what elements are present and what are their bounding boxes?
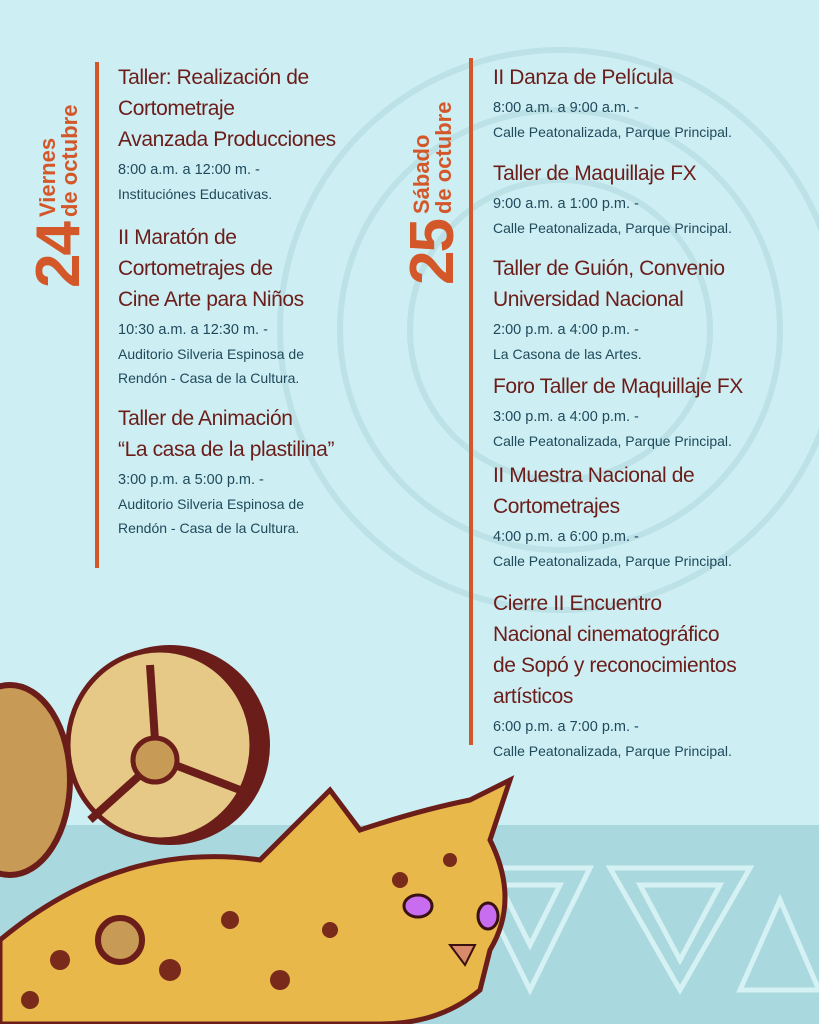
event-time: 4:00 p.m. a 6:00 p.m. - [493,529,639,545]
event-title: Cierre II Encuentro [493,592,662,615]
event-title: II Maratón de [118,226,237,249]
event-place: Rendón - Casa de la Cultura. [118,520,300,536]
day2-divider [469,58,473,745]
event-item: Taller de Maquillaje FX 9:00 a.m. a 1:00 … [493,158,813,240]
day1-date-label: 24 Viernes de octubre [24,104,93,288]
event-time: 8:00 a.m. a 12:00 m. - [118,162,260,178]
event-title: II Danza de Película [493,66,673,89]
event-title: Avanzada Producciones [118,128,336,151]
event-time: 6:00 p.m. a 7:00 p.m. - [493,719,639,735]
event-place: Calle Peatonalizada, Parque Principal. [493,433,732,449]
film-reel-and-ocelot-illustration [0,645,515,1024]
weekday: Sábado [409,134,434,215]
day1-divider [95,62,99,568]
month: de octubre [431,101,456,215]
event-title: Cortometrajes de [118,257,273,280]
day2-date-label: 25 Sábado de octubre [398,101,467,285]
event-time: 3:00 p.m. a 5:00 p.m. - [118,472,264,488]
event-title: Cine Arte para Niños [118,288,304,311]
event-title: “La casa de la plastilina” [118,438,335,461]
event-item: Taller: Realización de Cortometraje Avanza… [118,62,378,206]
event-title: Taller: Realización de [118,66,309,89]
event-time: 10:30 a.m. a 12:30 m. - [118,322,268,338]
event-time: 8:00 a.m. a 9:00 a.m. - [493,100,639,116]
event-title: Nacional cinematográfico [493,623,720,646]
event-place: Calle Peatonalizada, Parque Principal. [493,124,732,140]
event-place: Calle Peatonalizada, Parque Principal. [493,553,732,569]
event-place: Auditorio Silveria Espinosa de [118,346,304,362]
event-place: Calle Peatonalizada, Parque Principal. [493,743,732,759]
event-item: Taller de Animación “La casa de la plasti… [118,403,378,540]
event-time: 3:00 p.m. a 4:00 p.m. - [493,409,639,425]
event-place: Auditorio Silveria Espinosa de [118,496,304,512]
month: de octubre [57,104,82,218]
event-place: Calle Peatonalizada, Parque Principal. [493,220,732,236]
event-item: Foro Taller de Maquillaje FX 3:00 p.m. a … [493,371,813,453]
event-title: de Sopó y reconocimientos [493,654,737,677]
event-title: Cortometraje [118,97,235,120]
event-time: 9:00 a.m. a 1:00 p.m. - [493,196,639,212]
event-title: artísticos [493,685,574,708]
event-title: Foro Taller de Maquillaje FX [493,375,743,398]
event-item: Taller de Guión, Convenio Universidad Nac… [493,253,813,366]
event-item: II Danza de Película 8:00 a.m. a 9:00 a.m… [493,62,813,144]
event-title: Taller de Maquillaje FX [493,162,697,185]
event-title: Universidad Nacional [493,288,684,311]
event-item: II Muestra Nacional de Cortometrajes 4:00 … [493,460,813,573]
event-place: Rendón - Casa de la Cultura. [118,370,300,386]
event-title: Cortometrajes [493,495,620,518]
day-number: 24 [24,223,93,288]
event-title: Taller de Guión, Convenio [493,257,725,280]
event-item: II Maratón de Cortometrajes de Cine Arte p… [118,222,378,390]
weekday: Viernes [35,137,60,218]
event-title: Taller de Animación [118,407,293,430]
event-item: Cierre II Encuentro Nacional cinematográf… [493,588,813,763]
event-time: 2:00 p.m. a 4:00 p.m. - [493,322,639,338]
day-number: 25 [398,220,467,285]
event-place: Instituciónes Educativas. [118,186,273,202]
event-place: La Casona de las Artes. [493,346,642,362]
event-title: II Muestra Nacional de [493,464,695,487]
